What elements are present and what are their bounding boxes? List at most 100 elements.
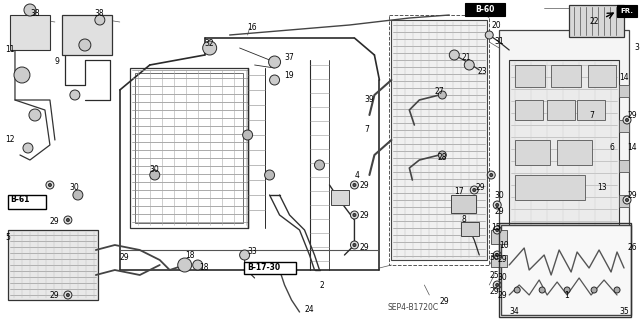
Bar [509, 60, 619, 250]
Text: 29: 29 [50, 291, 60, 300]
Circle shape [493, 281, 501, 289]
Text: 18: 18 [185, 250, 194, 259]
Text: 20: 20 [492, 20, 501, 29]
Bar [332, 190, 349, 205]
Bar [461, 222, 479, 236]
Text: 16: 16 [248, 24, 257, 33]
Text: 11: 11 [5, 46, 15, 55]
Text: 30: 30 [494, 190, 504, 199]
Bar [619, 85, 629, 97]
Circle shape [353, 183, 356, 187]
Circle shape [64, 291, 72, 299]
Bar [547, 100, 575, 120]
Bar [8, 195, 46, 209]
Text: 29: 29 [360, 211, 369, 219]
Circle shape [496, 204, 499, 206]
Circle shape [73, 190, 83, 200]
Circle shape [623, 116, 631, 124]
Text: 33: 33 [248, 248, 257, 256]
Text: 29: 29 [120, 254, 129, 263]
Circle shape [95, 15, 105, 25]
Circle shape [539, 287, 545, 293]
Text: 15: 15 [492, 224, 501, 233]
Circle shape [473, 189, 476, 191]
Text: 29: 29 [439, 298, 449, 307]
Circle shape [614, 287, 620, 293]
Circle shape [269, 56, 280, 68]
Circle shape [243, 130, 253, 140]
Text: 24: 24 [305, 306, 314, 315]
Bar [588, 65, 616, 87]
Circle shape [490, 174, 493, 176]
Text: 30: 30 [150, 166, 159, 174]
Circle shape [353, 243, 356, 247]
Text: 29: 29 [360, 181, 369, 189]
Bar [244, 262, 296, 274]
Bar [389, 15, 489, 265]
Circle shape [591, 287, 597, 293]
Text: FR.: FR. [621, 11, 635, 19]
Bar [515, 175, 585, 200]
Bar [515, 65, 545, 87]
Text: 3: 3 [634, 43, 639, 53]
Text: 29: 29 [489, 287, 499, 296]
Circle shape [203, 41, 217, 55]
Text: 17: 17 [454, 188, 464, 197]
Bar [130, 68, 248, 228]
Circle shape [67, 219, 69, 221]
Text: 29: 29 [627, 190, 637, 199]
Text: 26: 26 [627, 243, 637, 253]
Circle shape [470, 186, 478, 194]
Text: FR.: FR. [621, 8, 634, 14]
Text: 14: 14 [619, 73, 628, 83]
Circle shape [79, 39, 91, 51]
Text: 30: 30 [70, 183, 79, 192]
Text: 29: 29 [476, 183, 485, 192]
Circle shape [487, 171, 495, 179]
Circle shape [49, 183, 51, 187]
Circle shape [150, 170, 160, 180]
Text: 8: 8 [461, 216, 466, 225]
Circle shape [351, 211, 358, 219]
Text: 9: 9 [55, 57, 60, 66]
Circle shape [496, 228, 499, 232]
Text: 13: 13 [597, 183, 607, 192]
Text: 34: 34 [509, 308, 519, 316]
Text: 29: 29 [494, 207, 504, 217]
Circle shape [438, 151, 446, 159]
Text: 4: 4 [355, 170, 359, 180]
Circle shape [485, 31, 493, 39]
Bar [492, 230, 508, 244]
Bar [392, 20, 487, 260]
Circle shape [493, 201, 501, 209]
Bar [619, 120, 629, 132]
Circle shape [23, 143, 33, 153]
Text: 2: 2 [319, 280, 324, 290]
Circle shape [24, 4, 36, 16]
Circle shape [493, 226, 501, 234]
Bar [135, 73, 243, 223]
Circle shape [239, 250, 250, 260]
Text: 38: 38 [30, 10, 40, 19]
Circle shape [623, 196, 631, 204]
Bar [499, 30, 629, 285]
Bar [8, 230, 98, 300]
Text: B-60: B-60 [467, 4, 486, 12]
Bar [499, 223, 631, 317]
Bar [569, 5, 624, 37]
Circle shape [193, 260, 203, 270]
Circle shape [67, 293, 69, 296]
Circle shape [625, 118, 628, 122]
Circle shape [564, 287, 570, 293]
Bar [577, 100, 605, 120]
Bar [515, 140, 550, 165]
Text: 10: 10 [499, 241, 509, 249]
Bar [465, 3, 505, 16]
Circle shape [178, 258, 192, 272]
Text: 22: 22 [589, 18, 598, 26]
Text: 29: 29 [50, 218, 60, 226]
Circle shape [449, 50, 460, 60]
Text: 32: 32 [205, 39, 214, 48]
Bar [551, 65, 581, 87]
Text: 12: 12 [5, 136, 15, 145]
